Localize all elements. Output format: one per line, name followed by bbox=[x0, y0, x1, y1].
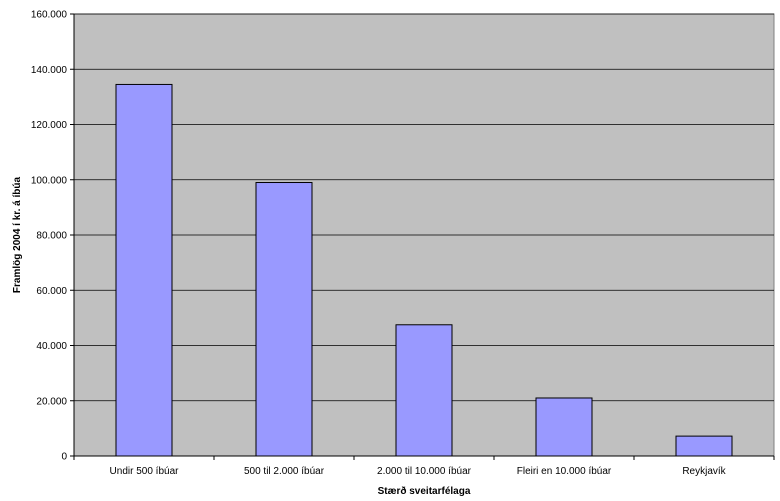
y-tick-label: 0 bbox=[61, 452, 67, 463]
y-tick-labels: 0 20.000 40.000 60.000 80.000 100.000 120.000 1… bbox=[31, 10, 68, 463]
x-tick-label: 2.000 til 10.000 íbúar bbox=[377, 466, 472, 477]
x-tick-label: Reykjavík bbox=[682, 466, 726, 477]
bar bbox=[395, 324, 453, 457]
axes bbox=[70, 13, 775, 460]
y-axis-title: Framlög 2004 í kr. á íbúa bbox=[12, 176, 23, 293]
x-tick-labels: Undir 500 íbúar 500 til 2.000 íbúar 2.000 … bbox=[110, 466, 727, 477]
x-tick-label: 500 til 2.000 íbúar bbox=[244, 466, 325, 477]
x-tick-label: Undir 500 íbúar bbox=[110, 466, 180, 477]
y-tick-label: 160.000 bbox=[31, 10, 68, 21]
gridlines bbox=[74, 13, 774, 402]
x-axis-title: Stærð sveitarfélaga bbox=[378, 485, 471, 497]
y-tick-label: 140.000 bbox=[31, 65, 68, 76]
x-tick-label: Fleiri en 10.000 íbúar bbox=[517, 466, 612, 477]
y-tick-label: 60.000 bbox=[36, 286, 67, 297]
bars bbox=[115, 83, 733, 457]
y-tick-label: 80.000 bbox=[36, 231, 67, 242]
bar bbox=[535, 397, 593, 457]
bar bbox=[675, 435, 733, 457]
y-tick-label: 120.000 bbox=[31, 120, 68, 131]
y-tick-label: 40.000 bbox=[36, 341, 67, 352]
bar bbox=[115, 83, 173, 457]
y-tick-label: 100.000 bbox=[31, 175, 68, 186]
y-tick-label: 20.000 bbox=[36, 396, 67, 407]
bar bbox=[255, 182, 313, 457]
